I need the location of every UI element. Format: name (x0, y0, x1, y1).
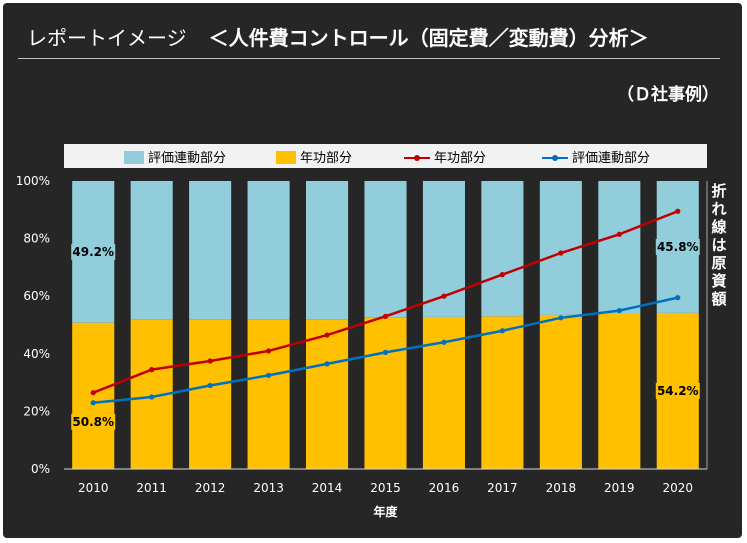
data-label-bg (71, 413, 116, 430)
bar-seniority-2012 (189, 319, 232, 469)
right-axis-note: 折れ線は原資額 (711, 182, 727, 308)
bar-eval-2019 (598, 181, 641, 314)
legend-item-seniority-line: 年功部分 (404, 147, 486, 166)
x-tick-label: 2017 (487, 481, 518, 495)
legend-item-seniority-bar: 年功部分 (276, 147, 352, 166)
x-tick-label: 2020 (662, 481, 693, 495)
y-tick-label: 100% (16, 174, 50, 188)
point-eval-2010 (90, 400, 96, 406)
x-tick-label: 2019 (604, 481, 635, 495)
point-seniority-2015 (382, 313, 389, 319)
data-label-bg (655, 238, 700, 255)
x-tick-label: 2013 (253, 481, 284, 495)
bar-seniority-2018 (539, 314, 582, 469)
point-seniority-2011 (149, 367, 155, 373)
y-tick-label: 0% (31, 462, 50, 476)
legend-item-eval-line: 評価連動部分 (542, 147, 650, 166)
bar-seniority-2015 (364, 317, 407, 469)
bar-eval-2017 (481, 181, 524, 317)
point-seniority-2012 (207, 358, 213, 364)
bar-seniority-2013 (247, 319, 290, 469)
page-subtitle: （Ｄ社事例） (617, 85, 719, 105)
y-tick-label: 60% (23, 289, 50, 303)
point-eval-2011 (149, 394, 155, 400)
legend-item-eval-bar: 評価連動部分 (124, 147, 226, 166)
point-seniority-2019 (616, 231, 622, 237)
bar-seniority-2010 (72, 322, 115, 469)
point-seniority-2014 (324, 332, 330, 338)
bar-eval-2011 (130, 181, 173, 320)
data-label: 50.8% (72, 415, 114, 429)
bar-seniority-2014 (306, 319, 349, 469)
y-tick-label: 20% (23, 404, 50, 418)
x-axis-title: 年度 (373, 504, 398, 519)
x-tick-label: 2016 (429, 481, 460, 495)
data-label: 49.2% (72, 245, 114, 259)
bar-seniority-2017 (481, 316, 524, 469)
y-tick-label: 40% (23, 347, 50, 361)
data-label: 54.2% (657, 384, 699, 398)
legend-label-eval-line: 評価連動部分 (572, 151, 651, 166)
y-tick-label: 80% (23, 232, 50, 246)
point-seniority-2016 (441, 293, 447, 299)
data-label-bg (71, 243, 116, 260)
bar-eval-2012 (189, 181, 232, 320)
data-label-bg (655, 382, 700, 399)
point-eval-2016 (441, 339, 447, 345)
point-eval-2013 (265, 372, 272, 378)
x-tick-label: 2011 (136, 481, 167, 495)
point-eval-2019 (616, 308, 622, 314)
legend-marker-eval-line (542, 151, 568, 164)
point-eval-2018 (558, 315, 564, 321)
chart-legend: 評価連動部分 年功部分 年功部分 評価連動部分 (64, 144, 707, 168)
point-eval-2015 (382, 349, 389, 355)
point-seniority-2018 (558, 250, 564, 256)
page-title: レポートイメージ ＜人件費コントロール（固定費／変動費）分析＞ (27, 22, 649, 51)
point-seniority-2017 (499, 272, 506, 278)
x-tick-label: 2012 (195, 481, 226, 495)
point-seniority-2010 (90, 390, 96, 396)
x-tick-label: 2018 (546, 481, 577, 495)
point-eval-2020 (675, 295, 681, 301)
point-eval-2012 (207, 382, 213, 389)
title-divider (18, 58, 720, 59)
bar-eval-2013 (247, 181, 290, 320)
title-prefix: レポートイメージ (27, 26, 187, 50)
point-seniority-2020 (675, 208, 681, 214)
legend-swatch-seniority-bar (276, 151, 296, 164)
bar-eval-2015 (364, 181, 407, 318)
x-tick-label: 2010 (78, 481, 109, 495)
data-label: 45.8% (657, 240, 699, 254)
title-main: ＜人件費コントロール（固定費／変動費）分析＞ (208, 26, 649, 50)
legend-label-seniority-line: 年功部分 (434, 151, 487, 166)
x-tick-label: 2014 (312, 481, 343, 495)
bar-eval-2014 (306, 181, 349, 320)
legend-label-eval-bar: 評価連動部分 (148, 151, 227, 166)
point-seniority-2013 (265, 348, 272, 354)
legend-marker-seniority-line (404, 151, 430, 164)
legend-label-seniority-bar: 年功部分 (300, 151, 353, 166)
bar-seniority-2019 (598, 313, 641, 469)
point-eval-2014 (324, 361, 330, 367)
legend-swatch-eval-bar (124, 151, 144, 164)
point-eval-2017 (499, 328, 506, 334)
x-tick-label: 2015 (370, 481, 401, 495)
